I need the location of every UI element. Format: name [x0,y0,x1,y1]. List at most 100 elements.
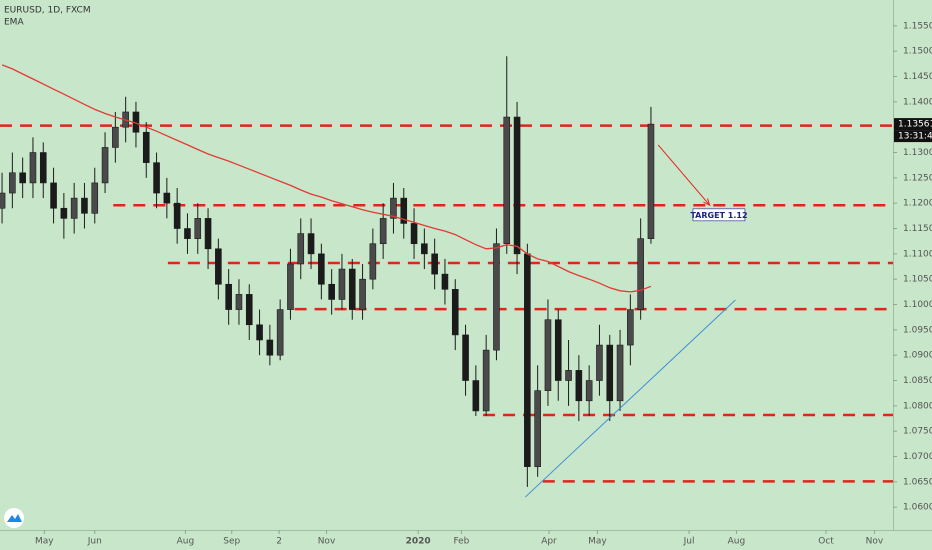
candle-body [575,370,583,402]
candle-body [215,248,222,285]
candle-body [493,243,500,351]
candle-body [0,192,6,209]
candle-body [585,380,593,402]
logo-icon [7,514,22,522]
target-arrow [657,144,711,206]
x-tick-label: Jul [683,537,695,547]
y-tick-label: 1.10000 [903,300,932,310]
candle-body [606,344,614,402]
candle-body [472,380,480,412]
candle-body [544,319,552,391]
target-arrow-head [703,198,711,207]
candle-body [256,324,263,341]
candle-body [184,228,191,239]
y-tick-label: 1.09000 [903,351,932,361]
candle-body [616,344,624,402]
candle-body [112,126,119,148]
candle-body [441,273,449,290]
y-tick-label: 1.09500 [903,325,932,335]
y-tick-label: 1.12500 [903,173,932,183]
candle-body [482,349,490,412]
candle-body [153,162,160,194]
candle-body [410,223,418,245]
y-tick-label: 1.10500 [903,275,932,285]
candle-body [348,268,356,310]
candle-body [142,131,150,163]
candle-body [204,218,212,250]
y-tick-label: 1.12000 [903,199,932,209]
candle-body [70,197,78,219]
y-tick-label: 1.11500 [903,224,932,234]
candle-body [287,263,294,310]
candle-body [534,390,541,467]
y-tick-label: 1.06000 [903,503,932,513]
candle-body [81,197,88,214]
countdown-label: 13:31:49 [898,132,932,142]
candle-body [39,152,47,184]
y-tick-label: 1.13000 [903,148,932,158]
y-tick-label: 1.06500 [903,477,932,487]
candle-body [318,253,325,285]
candle-body [173,202,181,229]
x-tick-label: Oct [818,537,834,547]
candle-body [328,283,335,300]
candle-body [554,319,562,381]
candle-body [524,253,531,467]
candle-body [297,233,305,265]
x-tick-label: 2 [276,537,282,547]
x-tick-label: May [588,537,607,547]
candle-body [379,218,387,245]
candle-body [60,207,68,219]
y-tick-label: 1.15500 [903,21,932,31]
candle-body [390,197,397,219]
candle-body [29,152,37,184]
y-tick-label: 1.11000 [903,249,932,259]
annotation-text: TARGET 1.12 [690,211,747,220]
candle-body [421,243,428,255]
candle-body [225,283,232,310]
candle-body [637,238,644,310]
countdown-box [894,130,932,143]
x-tick-label: Apr [541,537,557,547]
indicator-name: EMA [4,18,24,28]
y-tick-label: 1.08500 [903,376,932,386]
x-tick-label: Nov [866,537,884,547]
candle-body [9,172,16,194]
y-tick-label: 1.07500 [903,427,932,437]
y-tick-label: 1.14500 [903,72,932,82]
candle-body [369,243,377,280]
x-tick-label: Aug [177,537,195,547]
y-tick-label: 1.14000 [903,97,932,107]
candle-body [431,253,438,275]
candle-body [503,116,511,245]
candle-body [235,294,243,310]
candle-body [276,309,284,356]
chart-title: EURUSD, 1D, FXCM [4,6,91,16]
ema-line [1,64,652,293]
candle-body [91,182,99,214]
candle-body [513,116,521,255]
candle-body [101,147,109,184]
y-tick-label: 1.08000 [903,401,932,411]
y-tick-label: 1.15000 [903,47,932,57]
x-tick-label: 2020 [406,537,431,547]
candle-body [338,268,346,300]
candle-body [647,123,655,239]
x-tick-label: Sep [223,537,240,547]
x-tick-label: Jun [87,537,102,547]
candle-body [565,370,572,381]
candle-body [451,289,459,336]
y-tick-label: 1.07000 [903,452,932,462]
last-price-label: 1.13561 [898,120,932,130]
logo [4,508,24,528]
candle-body [194,218,202,239]
candle-body [307,233,315,255]
x-tick-label: Aug [728,537,746,547]
candle-body [596,344,603,381]
candle-body [266,339,274,356]
candle-body [19,172,26,184]
annotation-box [692,208,746,222]
last-price-box [894,118,932,131]
